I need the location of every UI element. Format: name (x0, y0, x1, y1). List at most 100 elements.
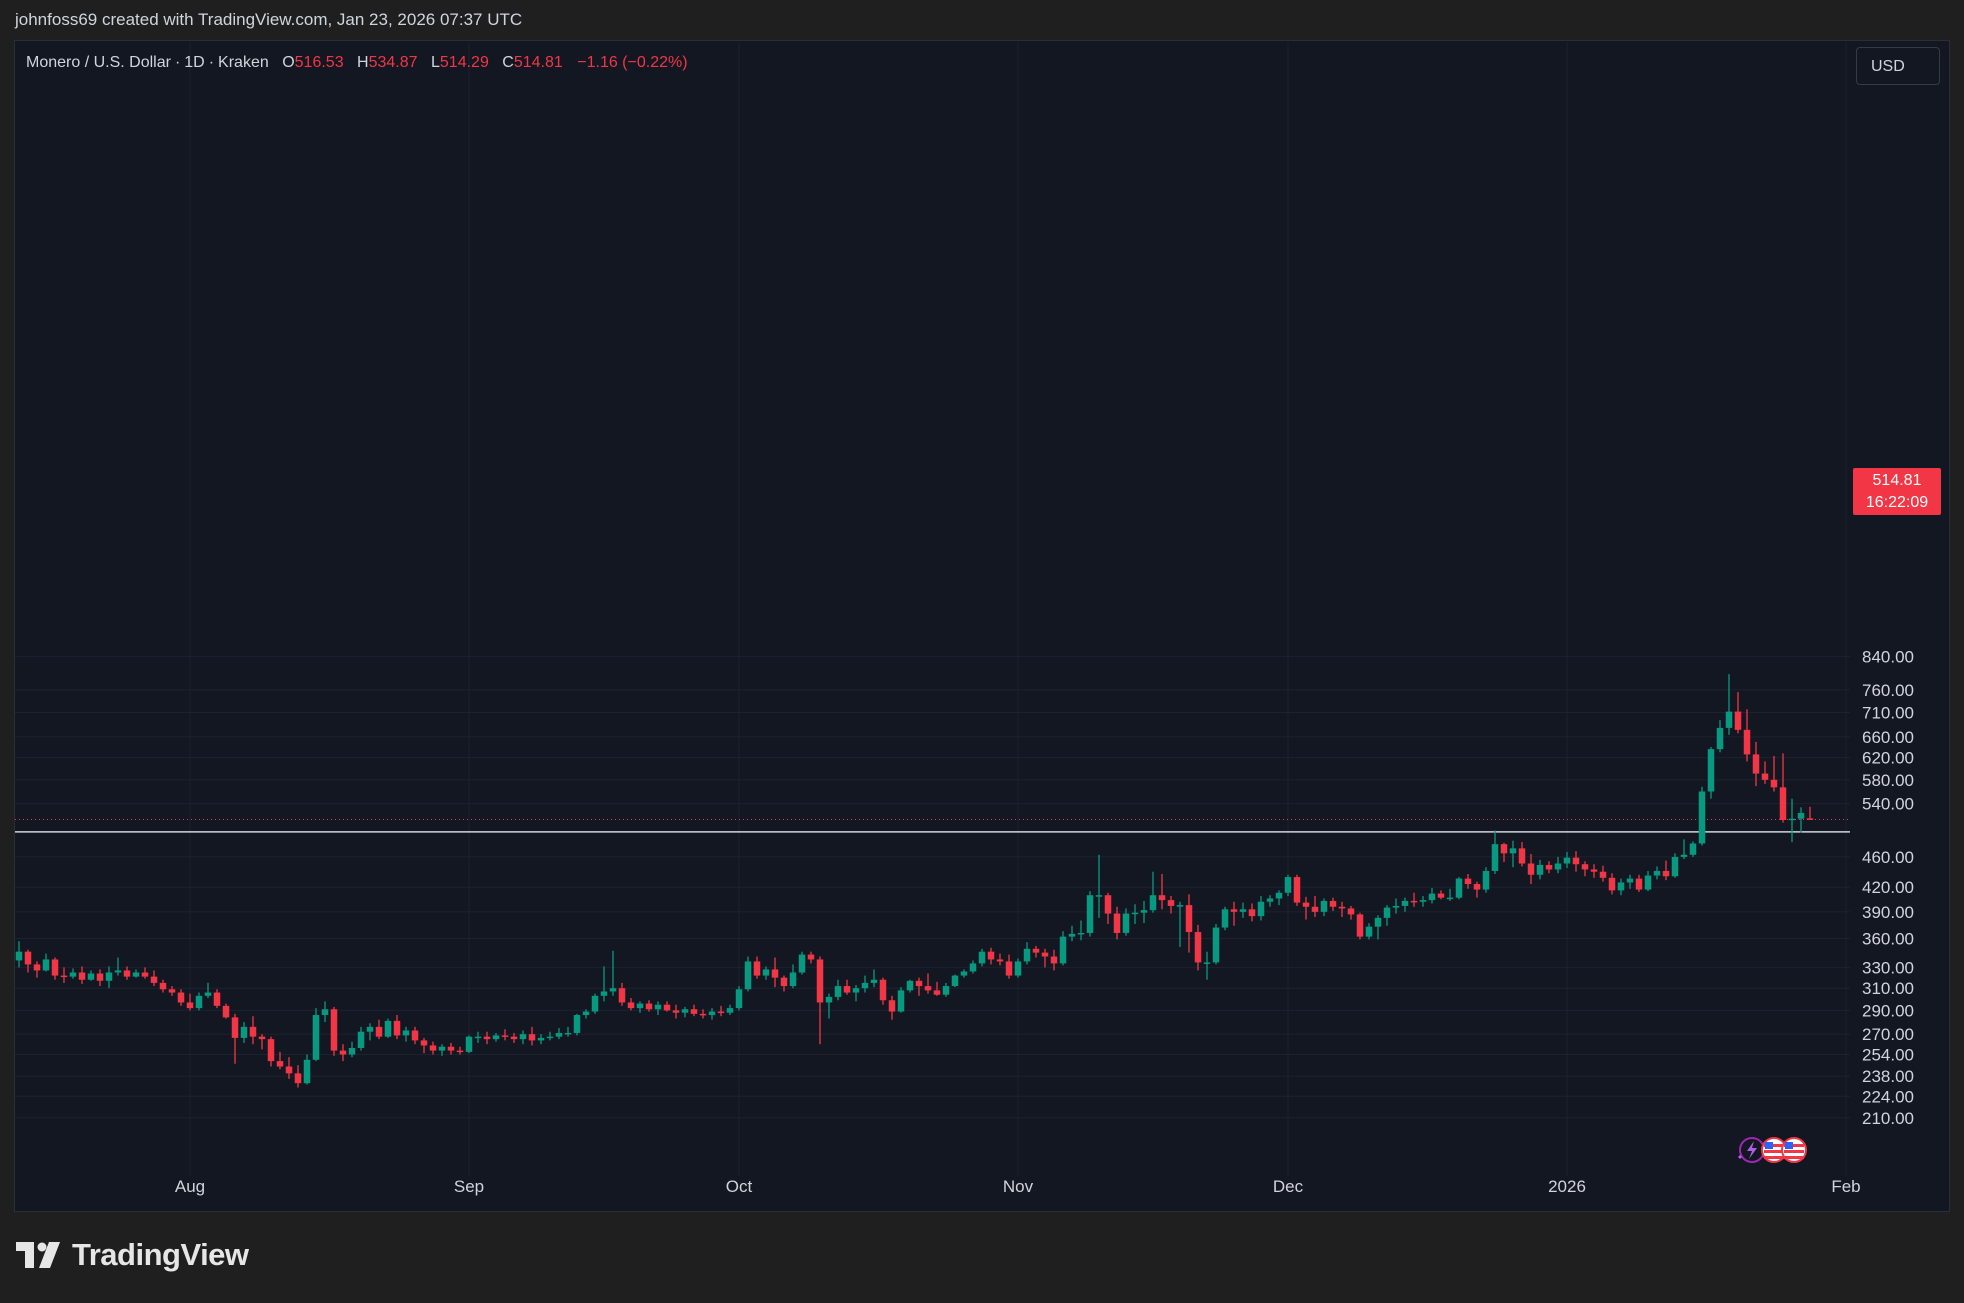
candle (78, 966, 86, 984)
candle (1293, 874, 1301, 906)
candle (735, 986, 743, 1011)
candle (1806, 806, 1814, 820)
candle-body (690, 1009, 698, 1014)
symbol-name[interactable]: Monero / U.S. Dollar (26, 54, 171, 71)
time-axis-label: Sep (454, 1177, 484, 1196)
price-axis-label: 840.00 (1862, 648, 1914, 667)
candle-body (42, 959, 50, 971)
candle-body (1149, 895, 1157, 911)
candle-body (771, 969, 779, 978)
candle-body (780, 977, 788, 987)
time-axis-label: Aug (175, 1177, 205, 1196)
candle (1518, 842, 1526, 867)
candle-body (240, 1026, 248, 1038)
candle-body (276, 1061, 284, 1067)
candle-body (465, 1036, 473, 1052)
candle (1761, 761, 1769, 784)
candle (258, 1034, 266, 1050)
symbol-legend[interactable]: Monero / U.S. Dollar · 1D · Kraken O516.53 H… (26, 54, 688, 71)
candle (1086, 891, 1094, 937)
candle (429, 1041, 437, 1055)
candle (24, 949, 32, 973)
candle (1239, 902, 1247, 918)
event-icons[interactable] (1734, 1135, 1814, 1167)
candle-body (969, 963, 977, 972)
candle-body (1266, 898, 1274, 902)
candle (1536, 859, 1544, 880)
tradingview-brand[interactable]: TradingView (16, 1237, 249, 1273)
candle (1473, 881, 1481, 898)
candle (393, 1015, 401, 1040)
candle (861, 975, 869, 993)
candle-body (393, 1020, 401, 1036)
candle (996, 953, 1004, 966)
high-key: H (357, 54, 369, 71)
candle (1383, 905, 1391, 926)
candle-body (537, 1037, 545, 1041)
change-value: −1.16 (−0.22%) (577, 54, 688, 71)
us-flag-icon[interactable] (1781, 1137, 1807, 1163)
candle-body (1761, 773, 1769, 780)
candle (42, 953, 50, 972)
candle (348, 1041, 356, 1058)
candle-body (33, 964, 41, 971)
candle-body (1680, 854, 1688, 857)
candle (672, 1004, 680, 1019)
lightning-event-icon[interactable] (1738, 1137, 1765, 1163)
candle-body (870, 979, 878, 983)
candle (249, 1016, 257, 1045)
candle-body (330, 1009, 338, 1051)
candle-body (519, 1034, 527, 1040)
price-axis-label: 210.00 (1862, 1109, 1914, 1128)
candle (1275, 890, 1283, 906)
candle (330, 1006, 338, 1056)
candle (1635, 874, 1643, 892)
exchange-label: Kraken (218, 54, 269, 71)
candle-body (645, 1003, 653, 1010)
candle (528, 1026, 536, 1046)
candle-body (1167, 900, 1175, 906)
candle (960, 969, 968, 978)
candle-body (1068, 933, 1076, 937)
candle-body (258, 1036, 266, 1040)
candle-body (1158, 895, 1166, 901)
candle (591, 993, 599, 1014)
candle-body (24, 951, 32, 965)
candle (213, 989, 221, 1009)
candle-body (402, 1030, 410, 1036)
candle (240, 1022, 248, 1043)
candle (1311, 896, 1319, 918)
candle-body (420, 1040, 428, 1046)
candle-body (456, 1050, 464, 1053)
candle-body (1104, 895, 1112, 914)
candle-body (1788, 818, 1796, 821)
candle (1302, 896, 1310, 920)
candle (186, 993, 194, 1011)
candle-body (978, 951, 986, 964)
candle (1032, 945, 1040, 958)
candle (582, 1009, 590, 1019)
candle (1347, 905, 1355, 920)
candle-body (663, 1004, 671, 1011)
candle (798, 951, 806, 975)
candle (1797, 807, 1805, 833)
candle-body (1716, 727, 1724, 750)
candle-body (312, 1015, 320, 1060)
candle (1608, 873, 1616, 895)
candle-body (1392, 905, 1400, 908)
us-flag-icon[interactable] (1761, 1137, 1787, 1163)
interval-label[interactable]: 1D (184, 54, 205, 71)
price-axis-label: 270.00 (1862, 1025, 1914, 1044)
candle-body (555, 1032, 563, 1037)
candle-body (249, 1026, 257, 1037)
candle (492, 1032, 500, 1042)
candle-body (1329, 900, 1337, 907)
candle (1059, 931, 1067, 966)
candle (267, 1036, 275, 1067)
candle-body (852, 988, 860, 993)
currency-button[interactable]: USD (1856, 47, 1940, 85)
candle (555, 1028, 563, 1040)
candle-body (654, 1004, 662, 1010)
candle (1446, 888, 1454, 901)
